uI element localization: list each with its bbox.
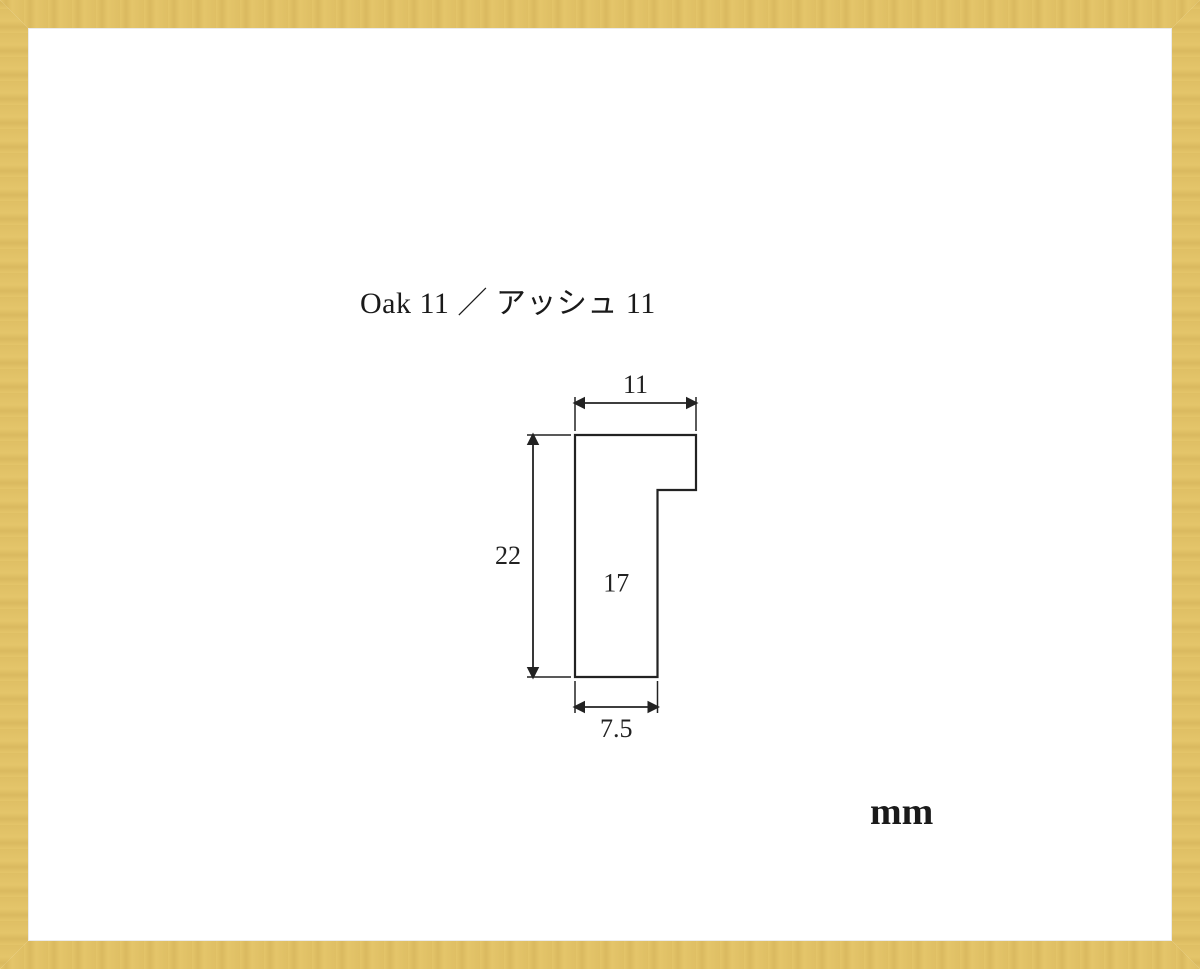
product-title: Oak 11 ／ アッシュ 11 bbox=[360, 278, 656, 322]
frame-bottom bbox=[0, 941, 1200, 969]
dim-bottom: 7.5 bbox=[600, 714, 633, 743]
profile-svg: 11 22 17 7.5 bbox=[455, 365, 765, 785]
profile-outline bbox=[575, 435, 696, 677]
profile-diagram: 11 22 17 7.5 bbox=[455, 365, 765, 785]
dim-top: 11 bbox=[623, 370, 648, 399]
frame-right bbox=[1172, 0, 1200, 969]
unit-label: mm bbox=[870, 790, 933, 834]
frame-left bbox=[0, 0, 28, 969]
frame-top bbox=[0, 0, 1200, 28]
dim-left: 22 bbox=[495, 541, 521, 570]
dim-inside: 17 bbox=[603, 569, 629, 598]
page-root: Oak 11 ／ アッシュ 11 11 22 17 7.5 mm bbox=[0, 0, 1200, 969]
